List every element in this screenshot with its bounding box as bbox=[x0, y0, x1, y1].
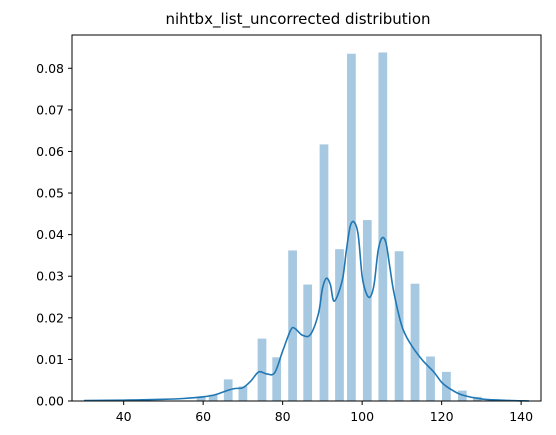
y-tick-label: 0.06 bbox=[36, 144, 64, 159]
histogram-bar bbox=[347, 53, 356, 401]
y-axis: 0.00 0.01 0.02 0.03 0.04 0.05 0.06 0.07 0.08 bbox=[36, 61, 72, 409]
y-tick-label: 0.03 bbox=[36, 269, 64, 284]
kde-curve bbox=[83, 220, 530, 402]
x-tick-label: 80 bbox=[275, 409, 291, 424]
histogram-bar bbox=[362, 220, 372, 401]
histogram-bar bbox=[378, 52, 388, 402]
histogram-bar bbox=[335, 249, 344, 401]
histogram-bar bbox=[238, 386, 248, 401]
histogram-bar bbox=[257, 338, 267, 401]
y-tick-label: 0.05 bbox=[36, 186, 64, 201]
x-tick-label: 40 bbox=[116, 409, 132, 424]
y-tick-label: 0.02 bbox=[36, 310, 64, 325]
histogram-bar bbox=[426, 356, 435, 401]
histogram-bar bbox=[394, 251, 404, 401]
chart-title: nihtbx_list_uncorrected distribution bbox=[165, 10, 430, 29]
y-tick-label: 0.01 bbox=[36, 352, 64, 367]
histogram-bar bbox=[196, 396, 206, 401]
y-tick-label: 0.07 bbox=[36, 102, 64, 117]
x-tick-label: 140 bbox=[509, 409, 533, 424]
x-axis: 40 60 80 100 120 140 bbox=[116, 401, 533, 424]
kde-curve-group bbox=[83, 220, 530, 402]
plot-frame bbox=[71, 34, 542, 402]
x-tick-label: 60 bbox=[195, 409, 211, 424]
histogram-bar bbox=[272, 357, 282, 401]
histogram-bars bbox=[196, 52, 482, 402]
histogram-bar bbox=[319, 144, 329, 401]
histogram-bar bbox=[410, 283, 420, 401]
y-tick-label: 0.00 bbox=[36, 394, 64, 409]
y-tick-label: 0.08 bbox=[36, 61, 64, 76]
histogram-bar bbox=[288, 250, 297, 401]
histogram-bar bbox=[208, 394, 218, 401]
x-tick-label: 120 bbox=[430, 409, 454, 424]
x-tick-label: 100 bbox=[350, 409, 374, 424]
histogram-bar bbox=[303, 284, 313, 401]
y-tick-label: 0.04 bbox=[36, 227, 64, 242]
